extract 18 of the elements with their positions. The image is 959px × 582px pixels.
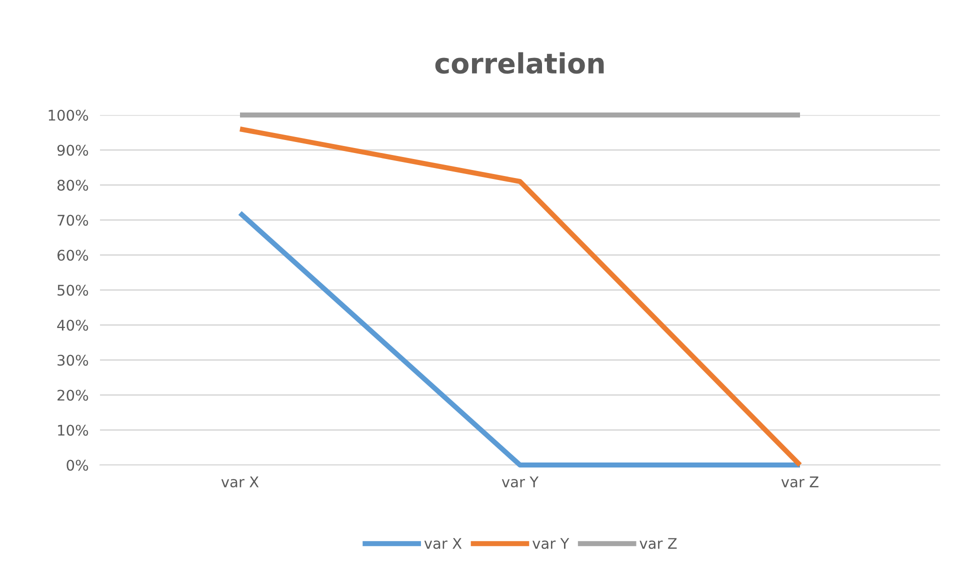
x-tick-label: var X — [221, 476, 259, 488]
x-tick-label: var Y — [502, 476, 539, 488]
legend-label: var Z — [640, 538, 677, 549]
y-tick-label: 100% — [48, 110, 88, 121]
y-tick-label: 20% — [58, 390, 88, 401]
y-tick-label: 70% — [58, 214, 88, 226]
y-tick-label: 30% — [58, 354, 88, 366]
legend-label: var X — [424, 538, 462, 549]
y-tick-label: 10% — [58, 424, 88, 436]
chart-title: correlation — [435, 52, 604, 74]
y-tick-label: 60% — [57, 250, 88, 261]
y-tick-label: 50% — [58, 284, 88, 296]
y-tick-label: 80% — [57, 180, 88, 191]
y-tick-label: 0% — [66, 460, 88, 471]
y-tick-label: 90% — [57, 144, 88, 156]
legend-label: var Y — [532, 538, 570, 549]
y-tick-label: 40% — [57, 320, 88, 331]
x-tick-label: var Z — [781, 476, 818, 488]
